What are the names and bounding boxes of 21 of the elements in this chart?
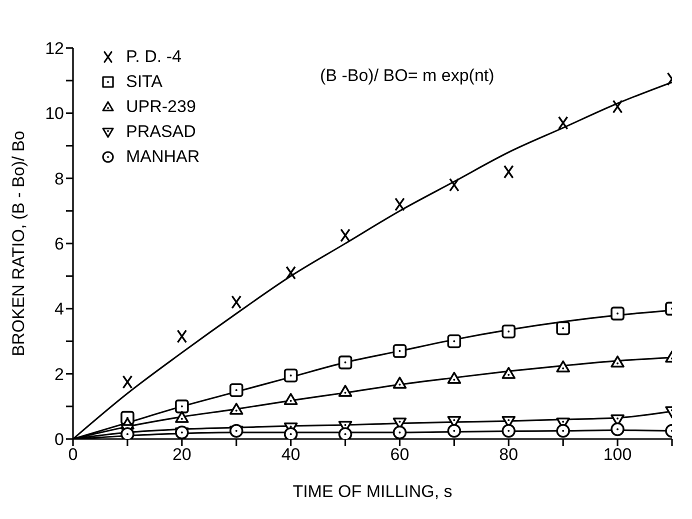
- legend-label: PRASAD: [126, 122, 196, 142]
- x-tick-label: 40: [281, 445, 300, 464]
- x-axis-title: TIME OF MILLING, s: [292, 482, 452, 501]
- x-tick-label: 60: [390, 445, 410, 464]
- y-tick-label: 4: [54, 300, 64, 319]
- y-axis-title: BROKEN RATIO, (B - Bo)/ Bo: [9, 130, 28, 356]
- legend-label: SITA: [126, 72, 163, 92]
- x-tick-label: 100: [603, 445, 632, 464]
- x-tick-label: 80: [499, 445, 518, 464]
- x-tick-label: 20: [172, 445, 192, 464]
- x-tick-label: 0: [68, 445, 78, 464]
- legend-label: UPR-239: [126, 96, 196, 116]
- legend-label: MANHAR: [126, 146, 200, 166]
- y-tick-label: 6: [54, 234, 64, 254]
- y-tick-label: 2: [54, 364, 64, 384]
- y-tick-label: 8: [54, 169, 64, 188]
- y-tick-label: 10: [45, 104, 64, 124]
- y-tick-label: 12: [45, 39, 64, 58]
- legend-label: P. D. -4: [126, 46, 182, 66]
- annotation: (B -Bo)/ BO= m exp(nt): [320, 66, 494, 86]
- y-tick-label: 0: [54, 430, 64, 450]
